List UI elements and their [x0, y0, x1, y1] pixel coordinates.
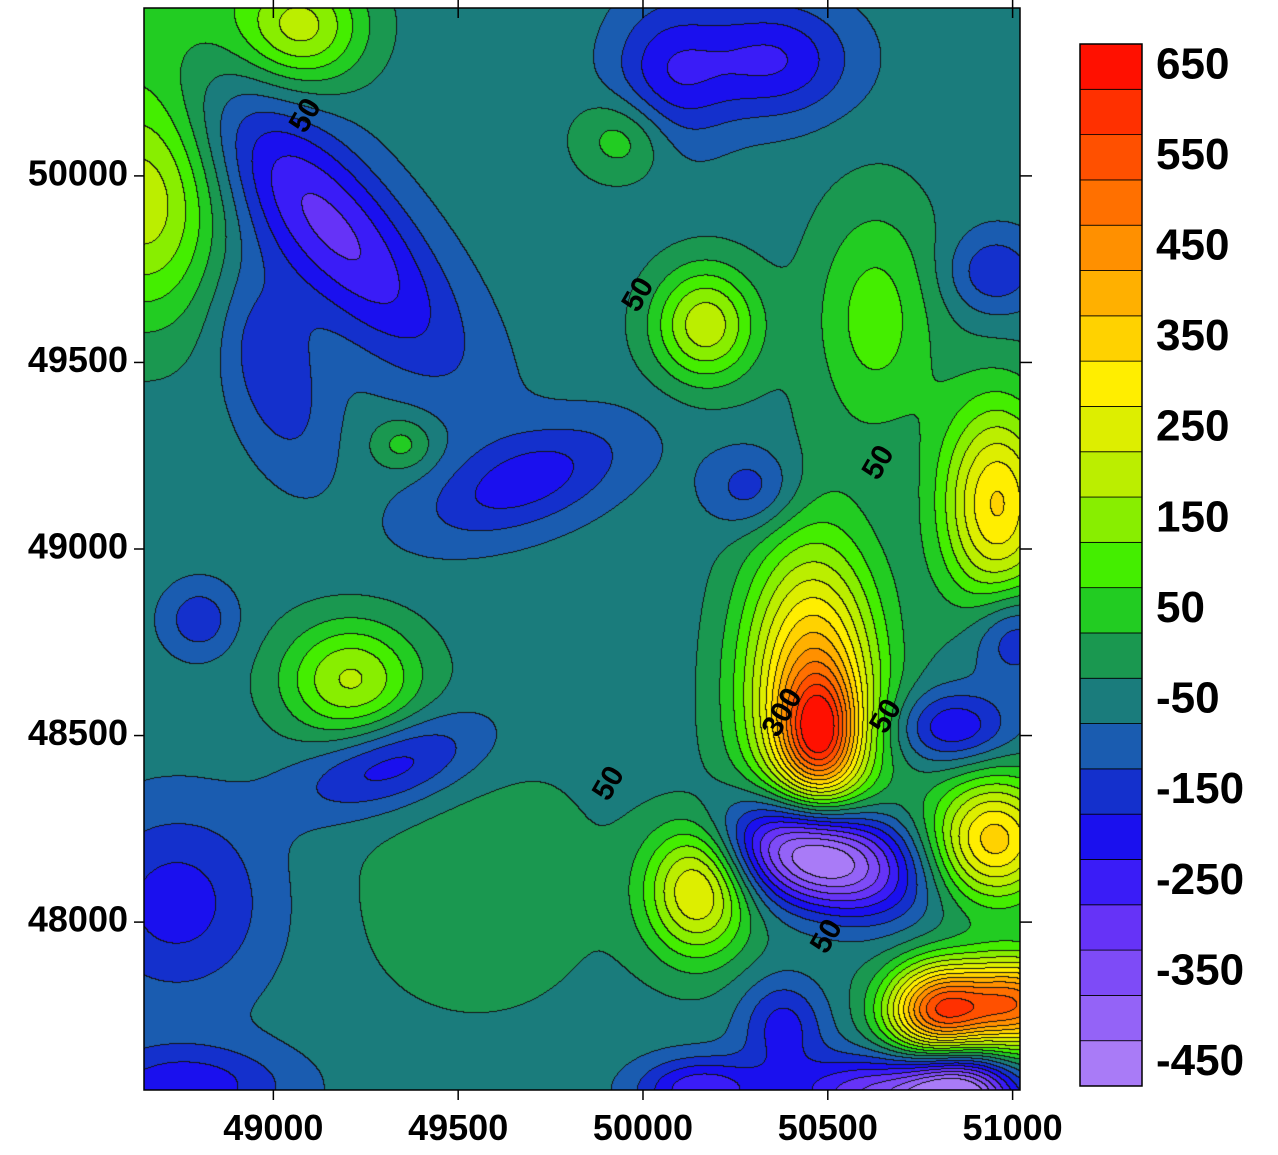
- colorbar-label: -250: [1156, 855, 1244, 904]
- colorbar-label: 250: [1156, 402, 1229, 451]
- colorbar-swatch: [1079, 360, 1143, 407]
- colorbar-label: -150: [1156, 764, 1244, 813]
- colorbar-swatch: [1079, 315, 1143, 362]
- colorbar-swatch: [1079, 270, 1143, 317]
- x-tick-label: 50000: [593, 1107, 693, 1148]
- colorbar-swatch: [1079, 994, 1143, 1042]
- y-tick-label: 48000: [28, 899, 128, 940]
- colorbar: 650 550 450 350 250 150 50 -50 -150 -250 -350 -450: [1079, 39, 1244, 1087]
- colorbar-label: 350: [1156, 311, 1229, 360]
- colorbar-swatch: [1079, 949, 1143, 996]
- colorbar-swatch: [1079, 859, 1143, 906]
- colorbar-swatch: [1079, 43, 1143, 90]
- colorbar-swatch: [1079, 677, 1143, 724]
- colorbar-label: 150: [1156, 492, 1229, 541]
- colorbar-frame: [1079, 43, 1143, 1087]
- x-tick-label: 49500: [408, 1107, 508, 1148]
- colorbar-label: 550: [1156, 130, 1229, 179]
- colorbar-swatch: [1079, 723, 1143, 770]
- colorbar-swatch: [1079, 224, 1143, 271]
- colorbar-label: 650: [1156, 39, 1229, 88]
- colorbar-swatch: [1079, 813, 1143, 860]
- y-tick-label: 49000: [28, 526, 128, 567]
- contour-fill: [144, 8, 1020, 1090]
- colorbar-swatch: [1079, 179, 1143, 226]
- colorbar-swatch: [1079, 904, 1143, 951]
- colorbar-swatch: [1079, 587, 1143, 634]
- x-tick-label: 49000: [223, 1107, 323, 1148]
- colorbar-label: 450: [1156, 220, 1229, 269]
- axes: 49000 49500 50000 50500 51000 48000 48500 49000…: [28, 0, 1063, 1148]
- colorbar-swatch: [1079, 88, 1143, 136]
- colorbar-swatch: [1079, 1040, 1143, 1087]
- x-tick-label: 50500: [778, 1107, 878, 1148]
- y-tick-label: 49500: [28, 339, 128, 380]
- colorbar-swatch: [1079, 134, 1143, 181]
- colorbar-swatch: [1079, 451, 1143, 498]
- colorbar-swatch: [1079, 541, 1143, 589]
- y-tick-label: 48500: [28, 712, 128, 753]
- y-tick-label: 50000: [28, 152, 128, 193]
- colorbar-label: 50: [1156, 583, 1205, 632]
- colorbar-label: -50: [1156, 674, 1220, 723]
- colorbar-swatch: [1079, 406, 1143, 453]
- x-tick-label: 51000: [963, 1107, 1063, 1148]
- colorbar-swatch: [1079, 496, 1143, 543]
- colorbar-swatch: [1079, 768, 1143, 815]
- colorbar-label: -450: [1156, 1036, 1244, 1085]
- colorbar-swatch: [1079, 632, 1143, 679]
- colorbar-label: -350: [1156, 945, 1244, 994]
